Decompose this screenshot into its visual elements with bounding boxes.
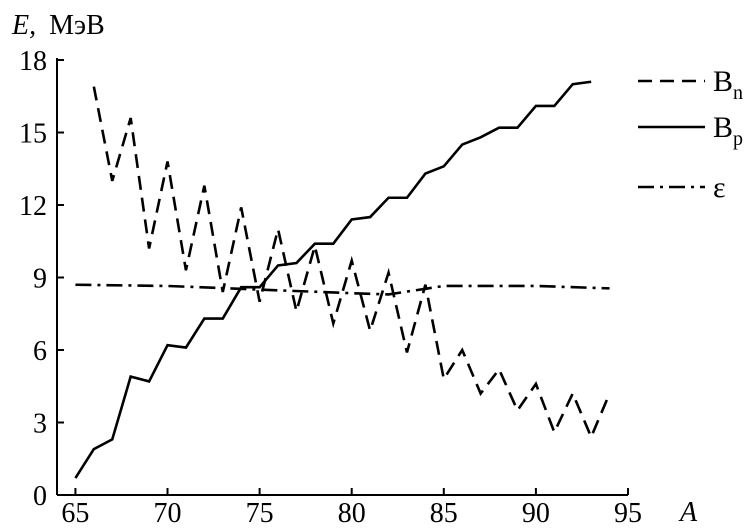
y-tick-label: 6 — [33, 336, 47, 367]
legend-label: ε — [713, 171, 726, 204]
axes — [56, 58, 628, 496]
series-line-Bn — [92, 86, 611, 441]
y-axis-unit: МэВ — [49, 10, 105, 41]
legend-label: Bn — [713, 65, 743, 104]
x-axis-label: A — [678, 497, 698, 528]
y-tick-label: 18 — [19, 46, 47, 77]
series-line-epsilon — [75, 283, 610, 296]
legend-label-main: B — [713, 65, 733, 98]
y-tick-label: 12 — [19, 191, 47, 222]
legend-label-subscript: n — [733, 82, 743, 104]
y-axis-symbol: E, — [11, 10, 36, 41]
x-tick-label: 65 — [61, 498, 89, 528]
series-layer — [74, 80, 611, 479]
y-tick-label: 0 — [33, 481, 47, 512]
y-tick-label: 15 — [19, 119, 47, 150]
legend-label-subscript: p — [733, 128, 743, 150]
x-tick-label: 90 — [522, 498, 550, 528]
y-axis-label: E, МэВ — [11, 10, 105, 41]
y-tick-label: 9 — [33, 264, 47, 295]
y-tick-label: 3 — [33, 409, 47, 440]
x-tick-label: 80 — [338, 498, 366, 528]
x-tick-label: 75 — [246, 498, 274, 528]
legend-label-main: B — [713, 111, 733, 144]
series-line-Bp — [74, 80, 592, 479]
legend-label-main: ε — [713, 171, 726, 204]
legend-label: Bp — [713, 111, 743, 150]
x-tick-label: 85 — [430, 498, 458, 528]
ticks: 0 3 6 9 12 15 18 65 70 75 80 85 90 95 — [19, 46, 642, 528]
x-tick-label: 95 — [614, 498, 642, 528]
x-tick-label: 70 — [154, 498, 182, 528]
